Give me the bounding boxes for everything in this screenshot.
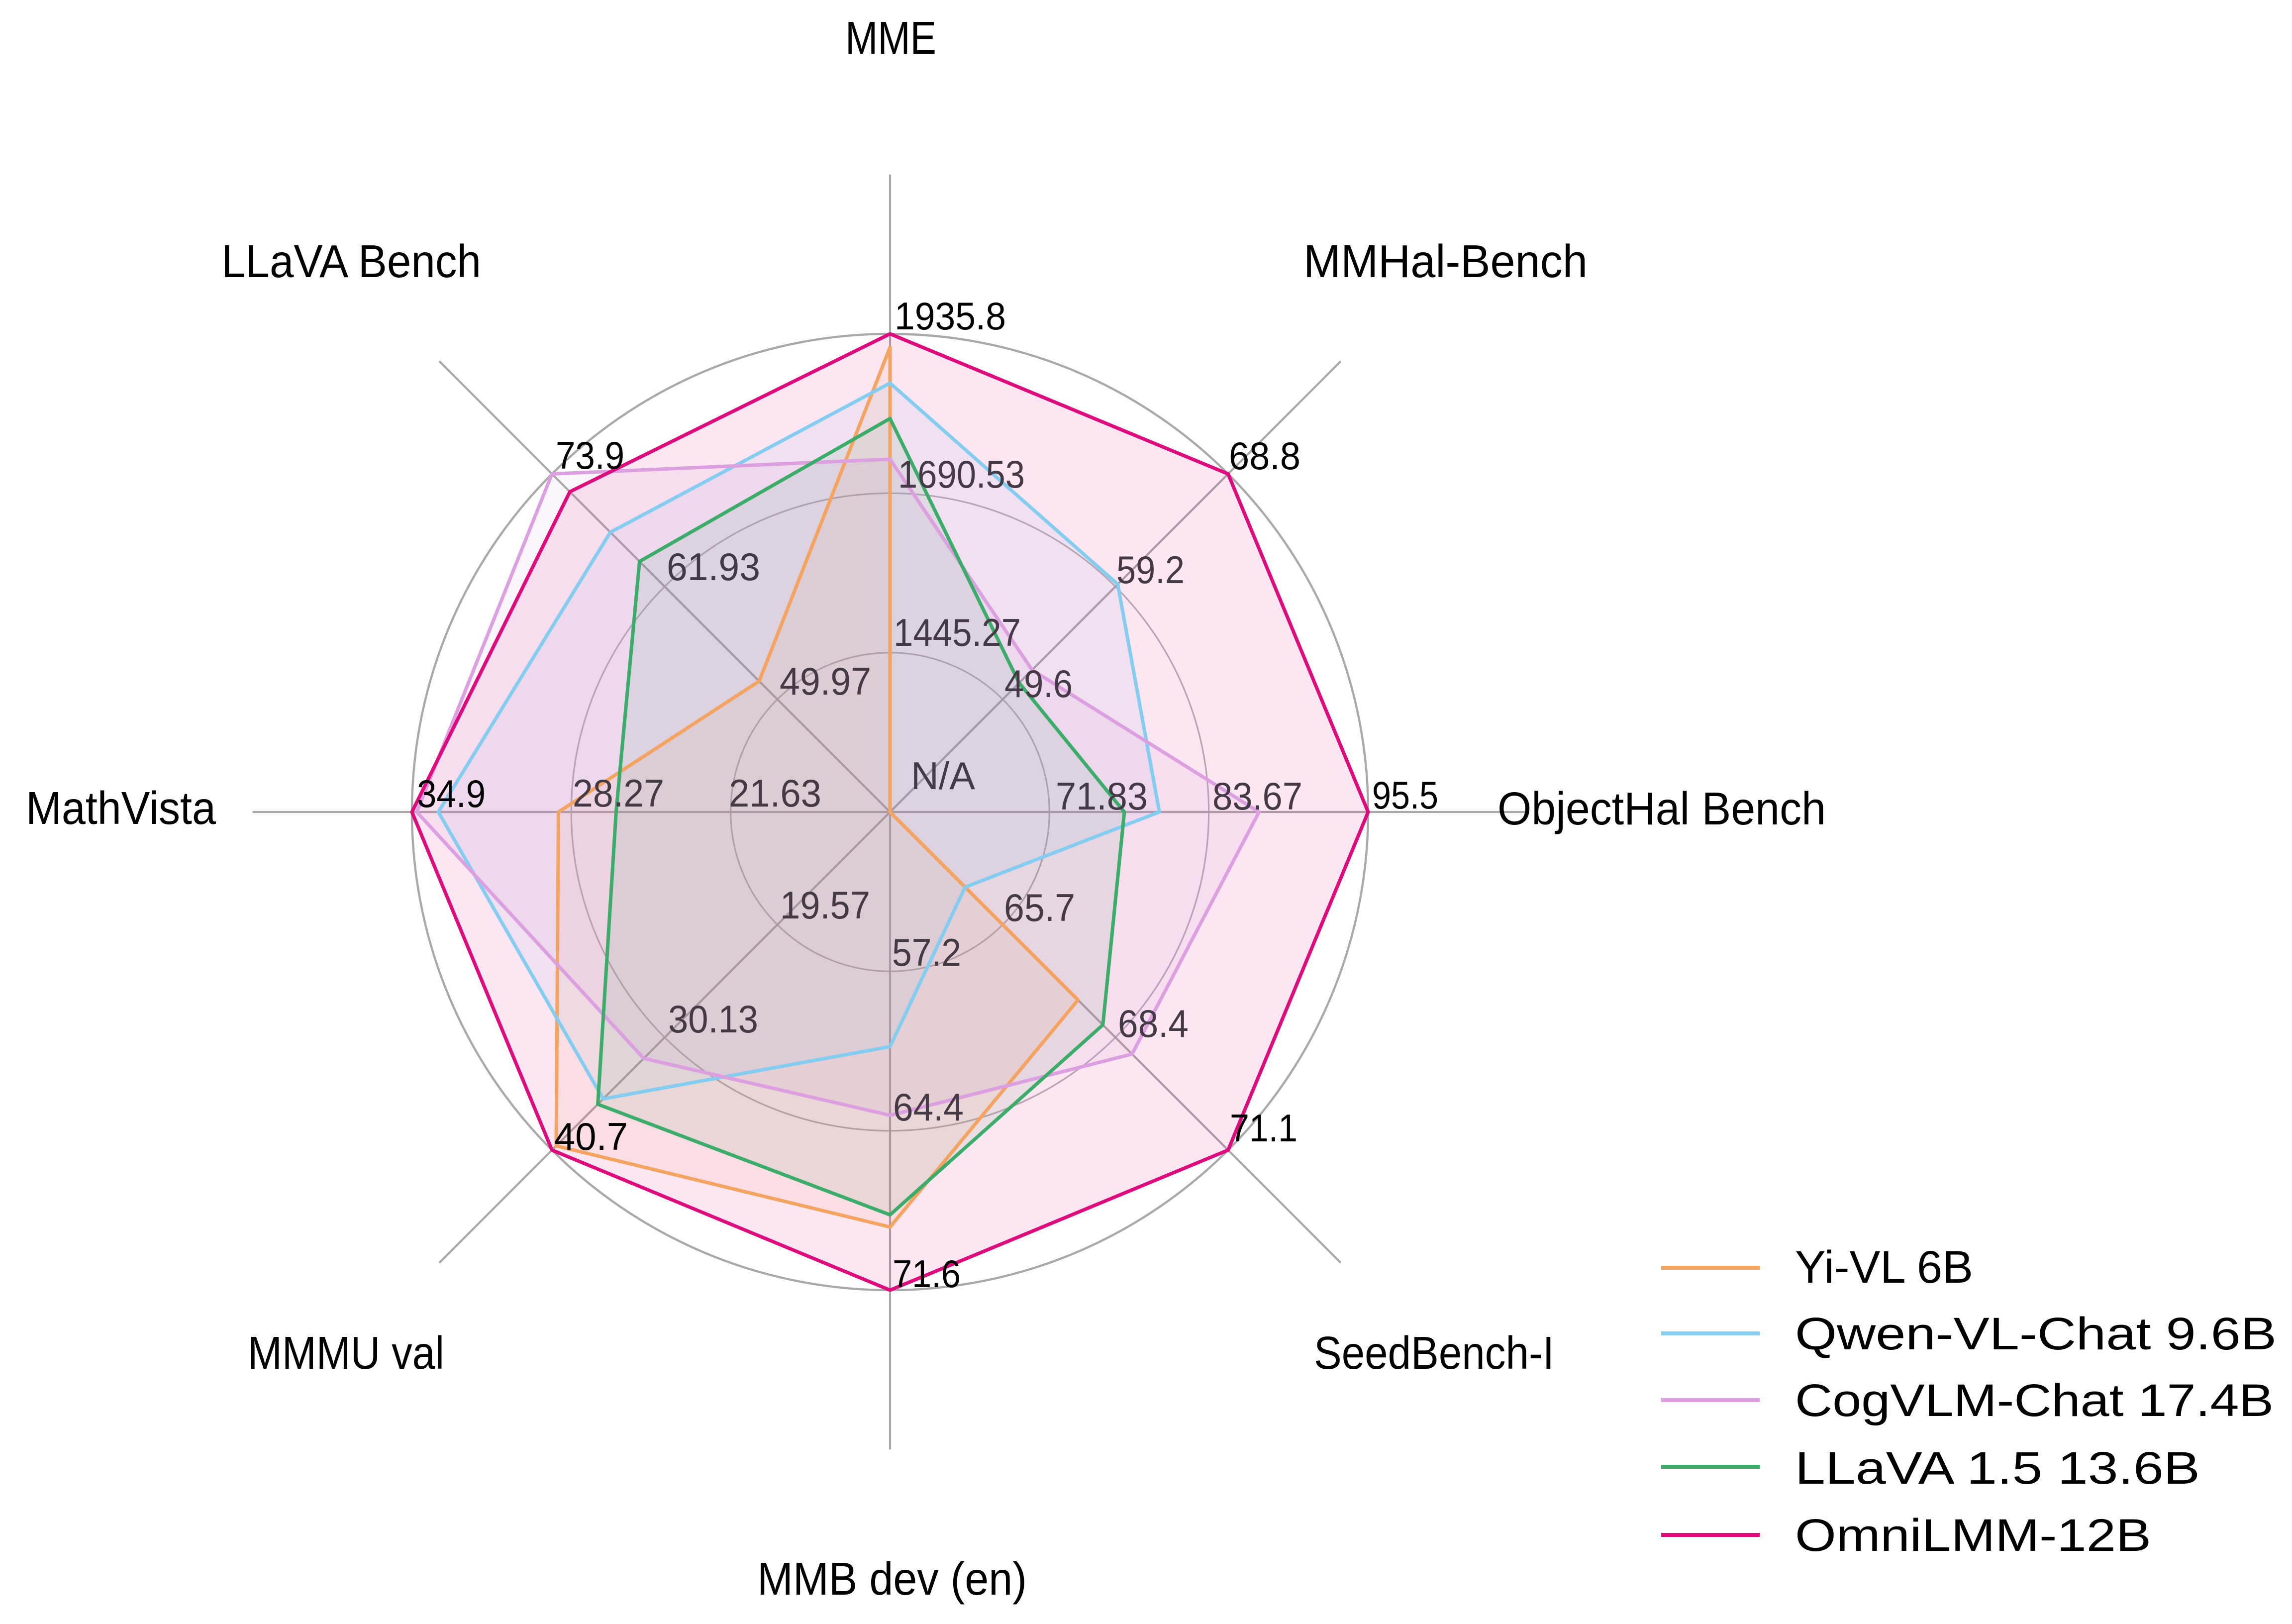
svg-text:21.63: 21.63 <box>729 771 821 815</box>
svg-text:MMMU val: MMMU val <box>248 1327 444 1379</box>
svg-text:SeedBench-I: SeedBench-I <box>1314 1327 1554 1379</box>
svg-text:19.57: 19.57 <box>780 883 870 927</box>
svg-text:40.7: 40.7 <box>554 1115 628 1158</box>
svg-text:65.7: 65.7 <box>1004 886 1075 929</box>
svg-text:OmniLMM-12B: OmniLMM-12B <box>1795 1510 2151 1561</box>
svg-text:30.13: 30.13 <box>668 997 758 1041</box>
svg-text:95.5: 95.5 <box>1372 773 1438 817</box>
svg-text:Yi-VL 6B: Yi-VL 6B <box>1795 1242 1973 1293</box>
svg-text:N/A: N/A <box>911 754 975 798</box>
svg-text:MathVista: MathVista <box>26 782 216 834</box>
svg-text:MMHal-Bench: MMHal-Bench <box>1303 235 1588 287</box>
svg-text:MME: MME <box>845 12 936 64</box>
svg-text:83.67: 83.67 <box>1212 774 1302 818</box>
svg-text:MMB dev (en): MMB dev (en) <box>757 1553 1027 1605</box>
svg-text:LLaVA 1.5 13.6B: LLaVA 1.5 13.6B <box>1795 1443 2200 1494</box>
svg-text:28.27: 28.27 <box>573 771 664 815</box>
svg-text:71.83: 71.83 <box>1056 774 1148 818</box>
svg-text:71.1: 71.1 <box>1230 1106 1297 1150</box>
svg-text:LLaVA Bench: LLaVA Bench <box>221 235 481 287</box>
svg-text:71.6: 71.6 <box>893 1252 961 1296</box>
svg-text:ObjectHal Bench: ObjectHal Bench <box>1497 783 1826 834</box>
svg-text:68.8: 68.8 <box>1229 434 1300 478</box>
svg-text:34.9: 34.9 <box>417 772 486 815</box>
svg-text:1445.27: 1445.27 <box>894 610 1021 654</box>
svg-text:59.2: 59.2 <box>1116 548 1185 592</box>
svg-text:CogVLM-Chat 17.4B: CogVLM-Chat 17.4B <box>1795 1375 2274 1426</box>
svg-text:68.4: 68.4 <box>1118 1002 1189 1045</box>
svg-text:1935.8: 1935.8 <box>895 294 1006 338</box>
svg-text:Qwen-VL-Chat 9.6B: Qwen-VL-Chat 9.6B <box>1795 1309 2277 1359</box>
svg-text:61.93: 61.93 <box>667 545 760 589</box>
svg-text:57.2: 57.2 <box>892 930 961 974</box>
svg-text:49.6: 49.6 <box>1004 662 1073 706</box>
svg-text:64.4: 64.4 <box>893 1085 964 1129</box>
svg-text:73.9: 73.9 <box>556 433 624 477</box>
svg-text:1690.53: 1690.53 <box>898 452 1025 496</box>
svg-text:49.97: 49.97 <box>780 659 871 703</box>
